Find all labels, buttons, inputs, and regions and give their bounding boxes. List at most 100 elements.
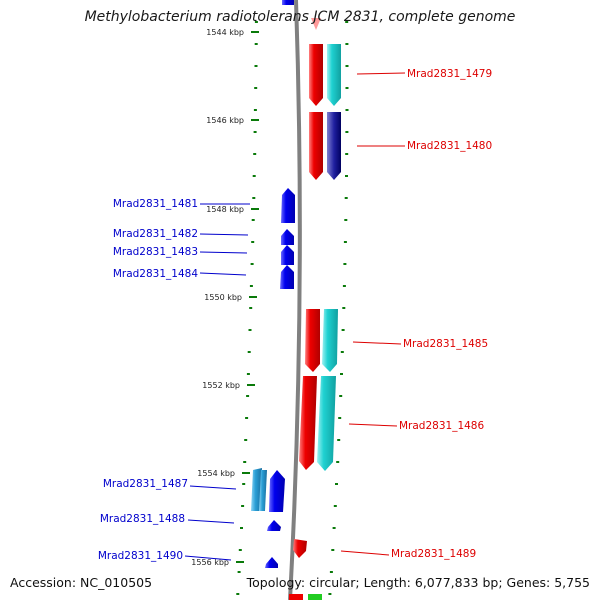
kbp-labels: 1544 kbp 1546 kbp 1548 kbp 1550 kbp 1552…	[191, 28, 244, 567]
accession-text: Accession: NC_010505	[10, 575, 153, 590]
gene-label-1487[interactable]: Mrad2831_1487	[103, 478, 188, 490]
gene-arrow-1490[interactable]	[265, 557, 278, 568]
gene-label-1484[interactable]: Mrad2831_1484	[113, 268, 198, 280]
scale-tick-right	[331, 549, 335, 551]
leader-line-1490	[184, 555, 232, 561]
scale-tick-right	[338, 417, 342, 419]
scale-ticks-left	[236, 21, 258, 595]
scale-ticks-right	[328, 21, 349, 595]
scale-tick-right	[328, 593, 332, 595]
kbp-label-1552: 1552 kbp	[202, 381, 240, 390]
scale-tick-right	[335, 483, 338, 485]
scale-tick-left	[242, 483, 246, 485]
cds-arrow-1480[interactable]	[327, 112, 341, 180]
scale-tick-right	[345, 109, 349, 111]
scale-tick-left	[253, 153, 257, 155]
gene-label-1489[interactable]: Mrad2831_1489	[391, 548, 476, 560]
forward-strand-genes	[251, 188, 295, 568]
scale-tick-left	[249, 285, 253, 287]
gene-arrow-1483[interactable]	[281, 245, 294, 265]
scale-tick-right	[341, 329, 345, 331]
gene-partial-top-forward[interactable]	[282, 0, 294, 5]
scale-tick-right	[344, 219, 348, 221]
topology-text: Topology: circular; Length: 6,077,833 bp…	[246, 575, 590, 590]
scale-tick-left	[251, 219, 255, 221]
gene-arrow-1486[interactable]	[299, 376, 317, 470]
cds-arrow-1486[interactable]	[317, 376, 336, 471]
scale-tick-right	[329, 571, 333, 573]
genome-backbone	[288, 0, 302, 601]
cds-arrow-1479[interactable]	[327, 44, 341, 106]
scale-tick-right	[344, 197, 348, 199]
leader-line-1484	[199, 272, 247, 276]
scale-tick-left	[238, 549, 242, 551]
scale-tick-left	[248, 329, 252, 331]
gene-label-1480[interactable]: Mrad2831_1480	[407, 140, 492, 152]
gene-arrow-1481[interactable]	[281, 188, 295, 223]
scale-tick-right	[336, 461, 340, 463]
scale-tick-left	[254, 21, 258, 23]
gene-label-1485[interactable]: Mrad2831_1485	[403, 338, 488, 350]
scale-tick-right	[345, 153, 349, 155]
scale-tick-right	[342, 307, 346, 309]
gene-partial-top-reverse[interactable]	[311, 18, 321, 30]
gene-arrow-1484[interactable]	[280, 265, 294, 289]
gene-arrow-1489[interactable]	[293, 539, 307, 558]
scale-tick-left	[237, 571, 241, 573]
scale-tick-right	[343, 241, 347, 243]
leader-line-1482	[199, 233, 249, 236]
scale-tick-left	[251, 241, 255, 243]
kbp-label-1544: 1544 kbp	[206, 28, 244, 37]
scale-tick-left	[253, 131, 257, 133]
gene-label-1490[interactable]: Mrad2831_1490	[98, 550, 183, 562]
right-gene-labels: Mrad2831_1479 Mrad2831_1480 Mrad2831_148…	[340, 68, 492, 560]
scale-tick-left	[246, 373, 250, 375]
scale-tick-left	[236, 593, 240, 595]
cds-arrow-1487b[interactable]	[259, 470, 267, 511]
map-title: Methylobacterium radiotolerans JCM 2831,…	[84, 9, 516, 25]
scale-tick-left	[250, 263, 254, 265]
gene-arrow-1488[interactable]	[267, 520, 281, 531]
gene-label-1483[interactable]: Mrad2831_1483	[113, 246, 198, 258]
leader-line-1479	[356, 72, 406, 75]
scale-tick-right	[345, 131, 349, 133]
reverse-strand-genes	[289, 44, 341, 600]
gene-label-1479[interactable]: Mrad2831_1479	[407, 68, 492, 80]
scale-tick-right	[337, 439, 341, 441]
leader-line-1489	[340, 550, 390, 556]
cds-arrow-1487a[interactable]	[251, 468, 262, 511]
gene-arrow-1485[interactable]	[305, 309, 320, 372]
leader-line-1487	[189, 485, 237, 490]
scale-tick-left	[240, 527, 243, 529]
kbp-major-ticks	[236, 31, 259, 563]
gene-arrow-1479[interactable]	[309, 44, 323, 106]
scale-tick-left	[244, 439, 248, 441]
scale-tick-right	[342, 285, 346, 287]
cds-arrow-1485[interactable]	[322, 309, 338, 372]
gene-partial-bottom-reverse[interactable]	[289, 594, 303, 600]
gene-arrow-1487[interactable]	[269, 470, 285, 512]
scale-tick-right	[345, 65, 349, 67]
gene-arrow-1480[interactable]	[309, 112, 323, 180]
cds-partial-bottom[interactable]	[308, 594, 322, 600]
gene-label-1481[interactable]: Mrad2831_1481	[113, 198, 198, 210]
scale-tick-left	[254, 65, 258, 67]
scale-tick-right	[343, 263, 347, 265]
left-gene-labels: Mrad2831_1481 Mrad2831_1482 Mrad2831_148…	[98, 198, 250, 562]
kbp-label-1548: 1548 kbp	[206, 205, 244, 214]
scale-tick-left	[246, 395, 250, 397]
scale-tick-right	[333, 505, 337, 507]
gene-label-1482[interactable]: Mrad2831_1482	[113, 228, 198, 240]
gene-label-1486[interactable]: Mrad2831_1486	[399, 420, 484, 432]
scale-tick-right	[345, 175, 348, 177]
scale-tick-left	[247, 351, 251, 353]
scale-tick-right	[332, 527, 336, 529]
scale-tick-right	[345, 87, 349, 89]
gene-arrow-1482[interactable]	[281, 229, 294, 245]
scale-tick-left	[252, 197, 256, 199]
scale-tick-left	[252, 175, 256, 177]
gene-label-1488[interactable]: Mrad2831_1488	[100, 513, 185, 525]
kbp-label-1550: 1550 kbp	[204, 293, 242, 302]
kbp-label-1546: 1546 kbp	[206, 116, 244, 125]
